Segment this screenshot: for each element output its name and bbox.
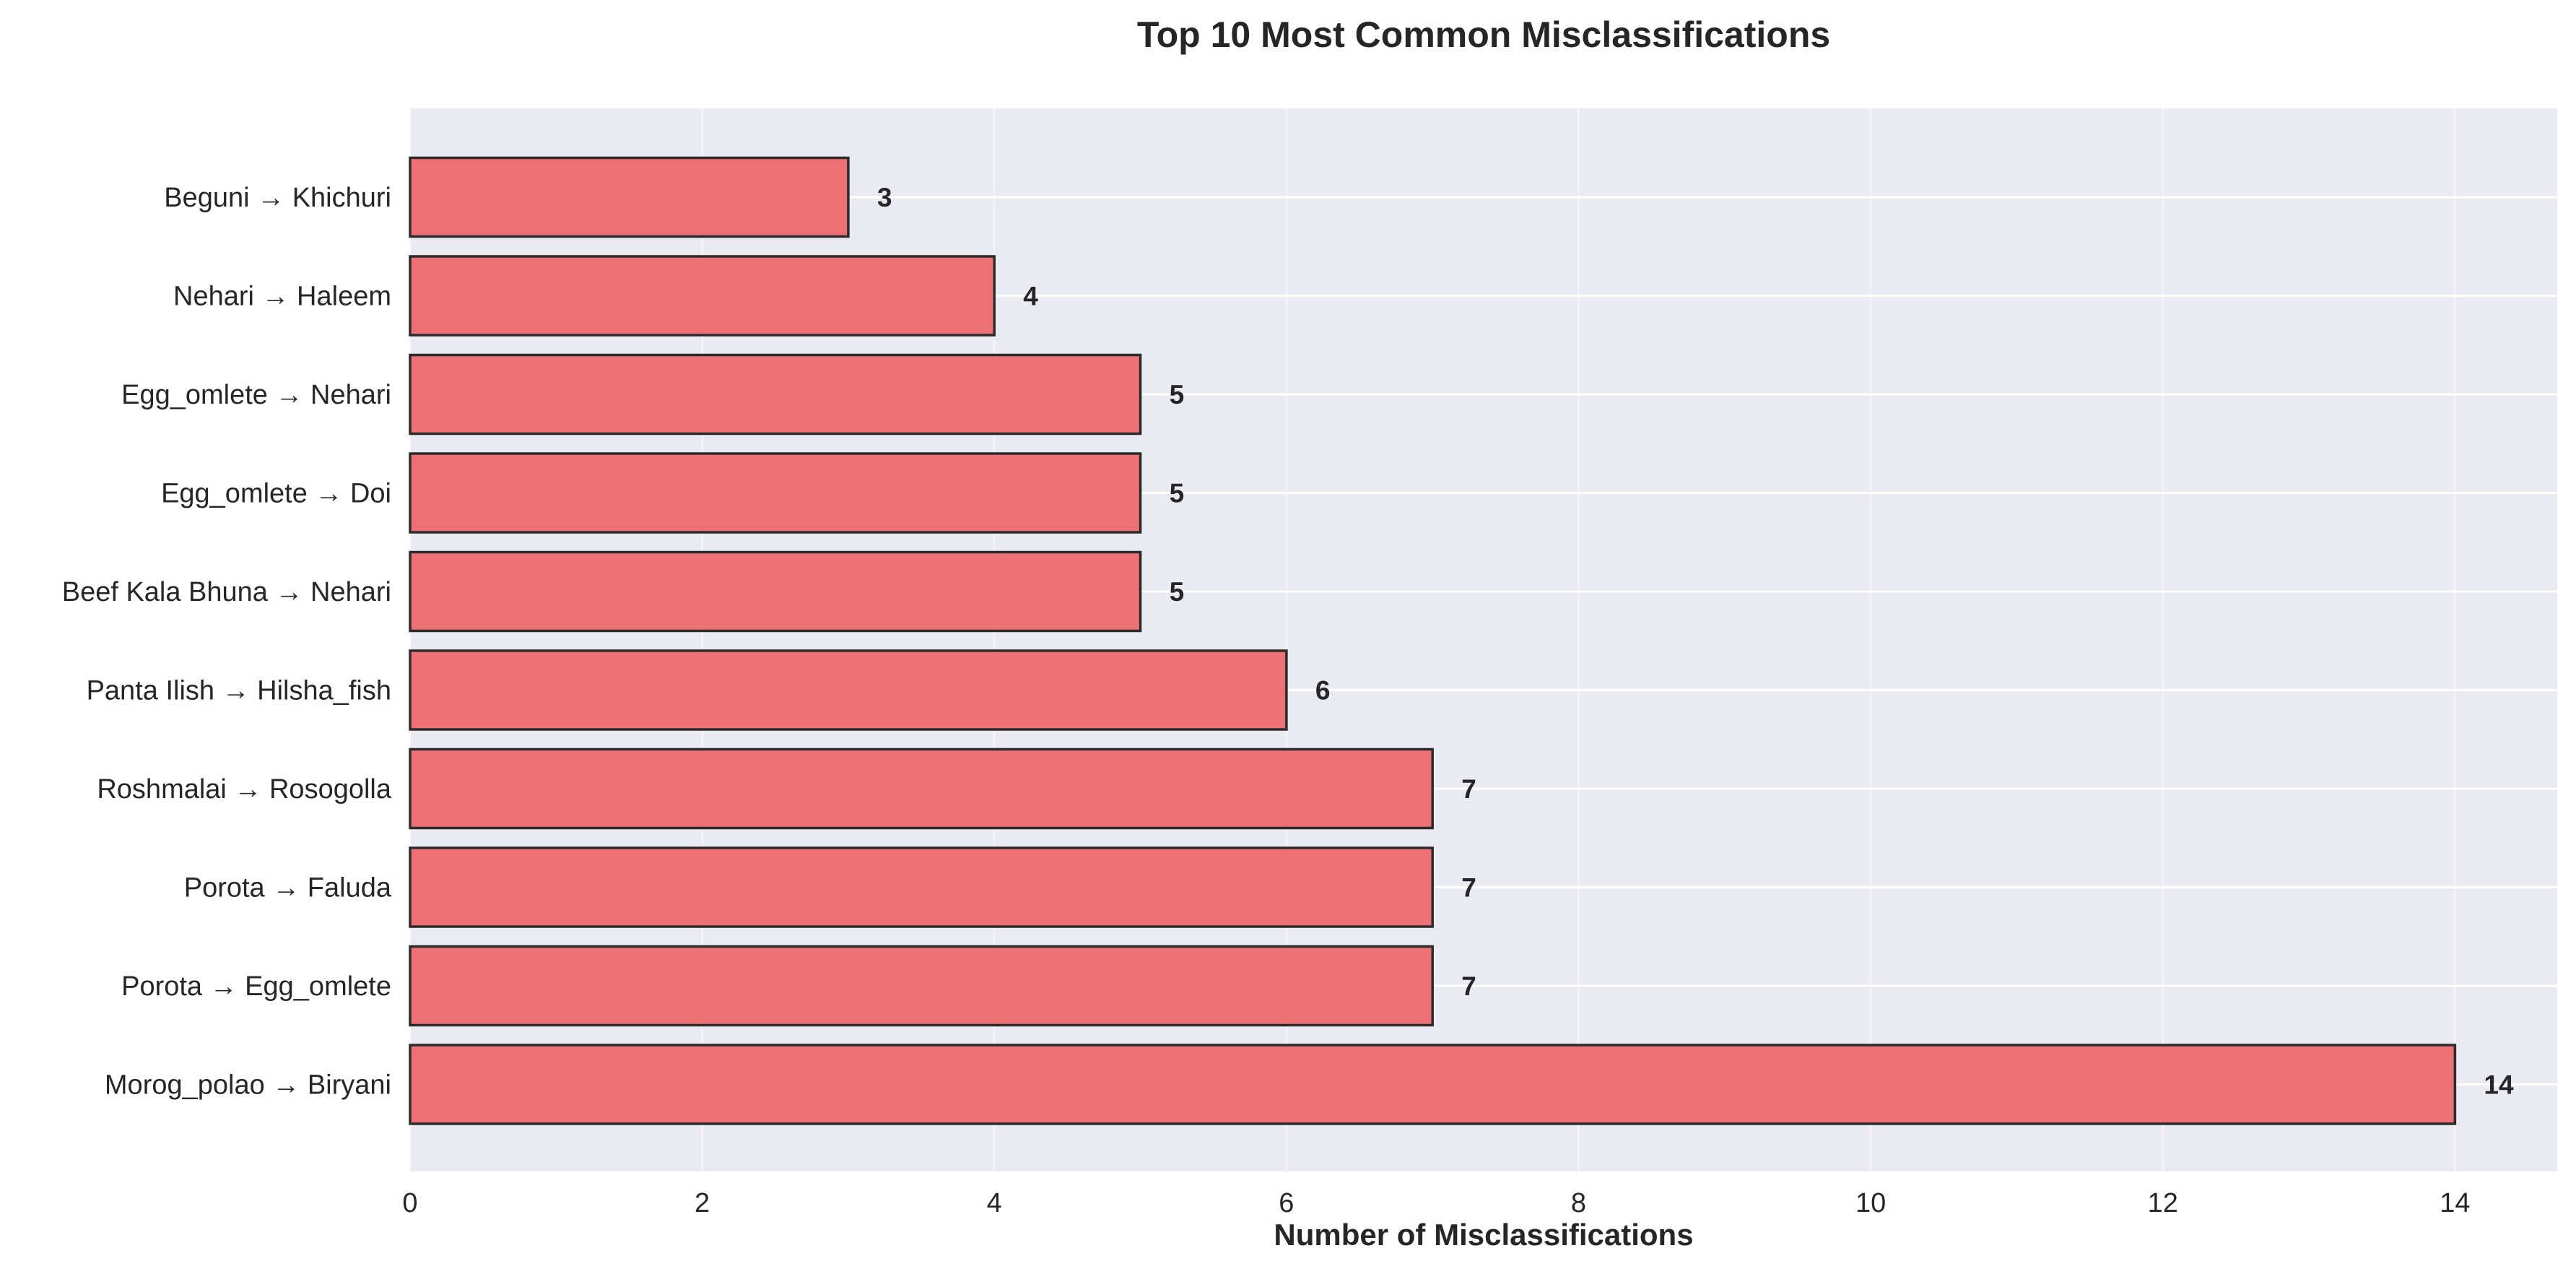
value-labels: 3 4 5 5 5 6 7 7 7 14 [877,183,2514,1100]
x-tick-label: 8 [1571,1188,1586,1218]
bar-value-label: 3 [877,183,892,212]
x-tick-label: 4 [987,1188,1002,1218]
y-tick-label: Egg_omlete → Doi [161,479,391,509]
bar-value-label: 7 [1461,873,1476,903]
bar-value-label: 14 [2484,1070,2514,1100]
y-tick-label: Morog_polao → Biryani [105,1070,391,1101]
y-tick-label: Porota → Egg_omlete [121,971,391,1002]
bar-value-label: 5 [1170,479,1185,508]
bar [409,846,1434,928]
x-axis-label: Number of Misclassifications [1274,1218,1693,1252]
x-tick-labels: 0 2 4 6 8 10 12 14 [402,1188,2470,1218]
bar [409,649,1288,731]
bar [409,452,1142,534]
y-tick-label: Nehari → Haleem [173,282,391,312]
bar [409,748,1434,830]
bar-value-label: 7 [1461,774,1476,804]
x-tick-label: 12 [2148,1188,2178,1218]
bar [409,255,996,337]
bars [409,156,2457,1125]
y-tick-label: Egg_omlete → Nehari [121,380,391,410]
bar [409,945,1434,1027]
y-tick-label: Panta Ilish → Hilsha_fish [87,676,391,706]
x-tick-label: 6 [1279,1188,1294,1218]
y-tick-label: Porota → Faluda [184,873,392,904]
x-tick-label: 14 [2440,1188,2470,1218]
y-tick-label: Beguni → Khichuri [164,183,391,213]
bar-value-label: 5 [1170,577,1185,607]
x-tick-label: 0 [402,1188,417,1218]
bar-value-label: 4 [1023,282,1038,311]
bar [409,1044,2457,1125]
x-tick-label: 2 [695,1188,710,1218]
y-tick-label: Roshmalai → Rosogolla [97,774,391,805]
y-tick-label: Beef Kala Bhuna → Nehari [62,577,391,607]
bar-value-label: 5 [1170,380,1185,410]
bar-value-label: 7 [1461,971,1476,1001]
chart-title: Top 10 Most Common Misclassifications [1137,14,1830,55]
x-tick-label: 10 [1855,1188,1886,1218]
y-tick-labels: Beguni → Khichuri Nehari → Haleem Egg_omle… [62,183,392,1101]
bar [409,353,1142,436]
bar-value-label: 6 [1315,676,1331,706]
bar [409,156,850,238]
bar [409,550,1142,633]
